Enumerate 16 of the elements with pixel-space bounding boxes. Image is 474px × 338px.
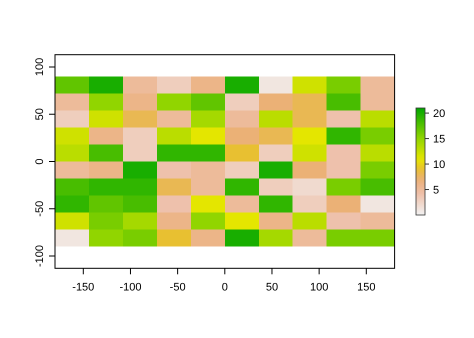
x-tick-label: 100 [310,281,328,294]
color-bar-label: 5 [433,184,440,197]
x-tick-label: -150 [72,281,94,294]
y-tick-label: 50 [34,108,46,120]
y-tick-label: -100 [34,245,46,268]
color-bar-label: 20 [433,108,446,120]
x-tick-label: 50 [266,281,278,294]
x-tick-label: -50 [170,281,186,294]
y-tick-label: 100 [34,58,46,76]
y-tick-label: 0 [34,158,46,165]
x-tick-label: 150 [357,281,376,294]
color-bar-label: 15 [433,134,446,146]
x-tick-label: 0 [222,281,228,294]
y-tick-label: -50 [34,200,46,217]
color-bar-label: 10 [433,159,446,172]
x-tick-label: -100 [119,281,142,294]
